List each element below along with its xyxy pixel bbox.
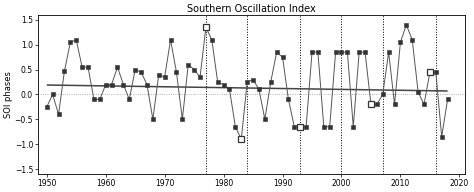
Y-axis label: SOI phases: SOI phases	[4, 71, 13, 118]
Title: Southern Oscillation Index: Southern Oscillation Index	[187, 4, 316, 14]
